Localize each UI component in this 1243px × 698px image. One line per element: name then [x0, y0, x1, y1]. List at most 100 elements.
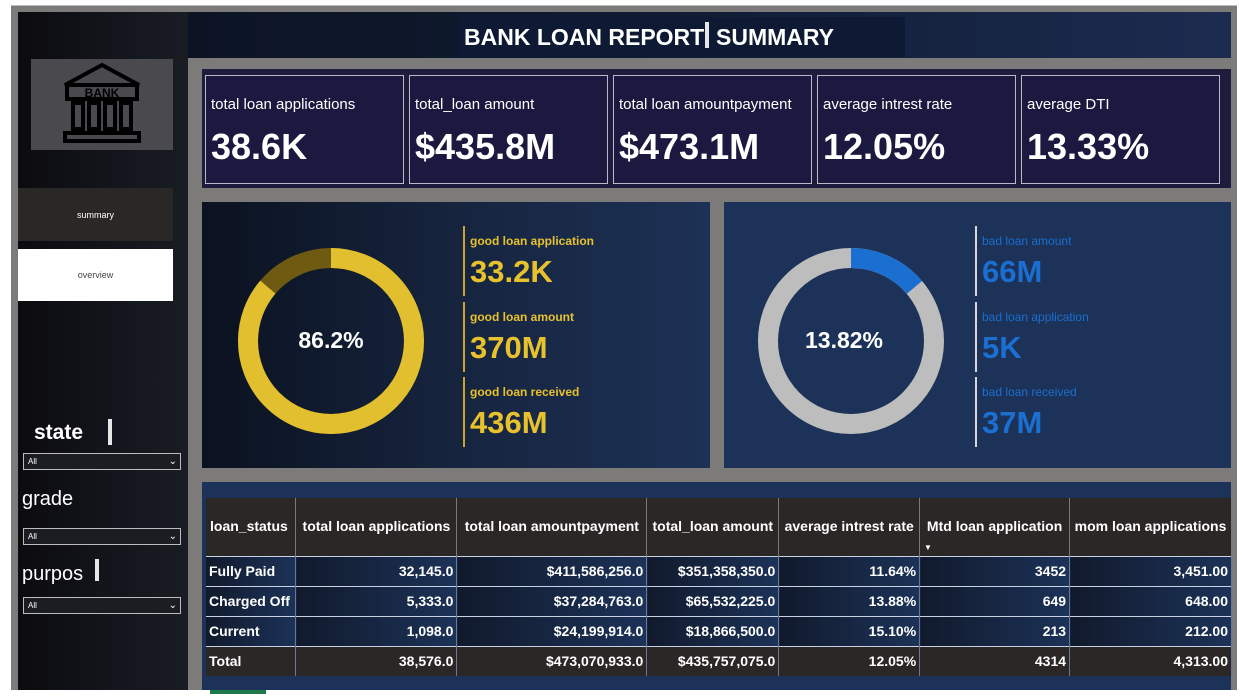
table-cell: $435,757,075.0 [646, 645, 780, 676]
grade-dropdown[interactable]: All ⌄ [23, 528, 181, 545]
table-cell: 13.88% [778, 585, 921, 616]
bad-loan-donut-arc[interactable] [758, 248, 944, 434]
state-label-divider [108, 419, 112, 445]
state-dropdown[interactable]: All ⌄ [23, 453, 181, 470]
metric-label: good loan received [470, 385, 580, 399]
table-cell: 15.10% [778, 615, 921, 646]
table-cell: $37,284,763.0 [456, 585, 648, 616]
metric-divider [975, 226, 977, 296]
page-tab-indicator[interactable] [210, 690, 266, 694]
table-cell: $24,199,914.0 [456, 615, 648, 646]
table-cell: 212.00 [1069, 615, 1232, 646]
table-cell: Fully Paid [206, 555, 297, 586]
purpos-dropdown[interactable]: All ⌄ [23, 597, 181, 614]
kpi-label: total loan amountpayment [619, 96, 792, 113]
metric-value: 370M [470, 330, 548, 365]
table-cell: 5,333.0 [295, 585, 458, 616]
column-header-total-loan-applications[interactable]: total loan applications [295, 498, 458, 556]
metric-value: 37M [982, 405, 1043, 440]
metric-divider [463, 226, 465, 296]
page-subtitle: SUMMARY [716, 24, 834, 50]
grade-slicer-label: grade [22, 488, 74, 510]
table-cell: $65,532,225.0 [646, 585, 780, 616]
purpos-slicer-label: purpos [22, 563, 84, 585]
kpi-card-total-amount-payment[interactable]: total loan amountpayment $473.1M [613, 75, 812, 184]
page-title: BANK LOAN REPORT [464, 24, 705, 50]
nav-overview-button[interactable]: overview [18, 249, 173, 301]
table-cell: 4,313.00 [1069, 645, 1232, 676]
metric-divider [975, 302, 977, 372]
table-cell: 32,145.0 [295, 555, 458, 586]
column-header-total-loan-amount[interactable]: total_loan amount [646, 498, 780, 556]
table-total-row: Total 38,576.0 $473,070,933.0 $435,757,0… [206, 645, 1232, 676]
bank-logo-text: BANK [85, 86, 120, 100]
metric-label: bad loan application [982, 310, 1089, 324]
bank-logo: BANK [31, 59, 173, 150]
metric-label: bad loan received [982, 385, 1077, 399]
table-header-row: loan_status total loan applications tota… [206, 498, 1232, 556]
purpos-dropdown-value: All [28, 601, 37, 610]
state-dropdown-value: All [28, 457, 37, 466]
metric-value: 66M [982, 254, 1043, 289]
metric-divider [975, 377, 977, 447]
metric-divider [463, 302, 465, 372]
column-header-mom-loan-applications[interactable]: mom loan applications [1069, 498, 1232, 556]
column-header-average-interest-rate[interactable]: average intrest rate [778, 498, 921, 556]
bank-icon: BANK [63, 62, 141, 143]
table-row[interactable]: Charged Off 5,333.0 $37,284,763.0 $65,53… [206, 585, 1232, 616]
table-cell: $351,358,350.0 [646, 555, 780, 586]
kpi-label: total_loan amount [415, 96, 535, 113]
kpi-label: average intrest rate [823, 96, 953, 113]
table-cell: $473,070,933.0 [456, 645, 648, 676]
table-cell: 649 [919, 585, 1071, 616]
column-header-mtd-loan-application[interactable]: Mtd loan application [919, 498, 1071, 556]
table-cell: Charged Off [206, 585, 297, 616]
kpi-card-total-applications[interactable]: total loan applications 38.6K [205, 75, 404, 184]
good-loan-donut-chart[interactable] [236, 246, 426, 436]
good-loan-panel [202, 202, 710, 468]
kpi-card-average-dti[interactable]: average DTI 13.33% [1021, 75, 1220, 184]
table-cell: 4314 [919, 645, 1071, 676]
metric-value: 436M [470, 405, 548, 440]
table-cell: 12.05% [778, 645, 921, 676]
column-header-total-loan-amountpayment[interactable]: total loan amountpayment [456, 498, 648, 556]
table-cell: 11.64% [778, 555, 921, 586]
table-cell: 1,098.0 [295, 615, 458, 646]
kpi-value: 38.6K [211, 126, 308, 167]
window-bottom-strip [0, 690, 1243, 698]
table-cell: $411,586,256.0 [456, 555, 648, 586]
table-cell: 3,451.00 [1069, 555, 1232, 586]
sort-descending-icon[interactable]: ▼ [924, 543, 932, 552]
metric-divider [463, 377, 465, 447]
table-row[interactable]: Current 1,098.0 $24,199,914.0 $18,866,50… [206, 615, 1232, 646]
kpi-card-average-interest-rate[interactable]: average intrest rate 12.05% [817, 75, 1016, 184]
bad-loan-donut-chart[interactable] [756, 246, 946, 436]
table-cell: 213 [919, 615, 1071, 646]
window-top-strip [0, 0, 1243, 6]
kpi-value: 12.05% [823, 126, 946, 167]
state-slicer-label: state [34, 421, 84, 444]
column-header-loan-status[interactable]: loan_status [206, 498, 297, 556]
title-box [460, 17, 905, 57]
metric-label: good loan application [470, 234, 594, 248]
table-cell: $18,866,500.0 [646, 615, 780, 646]
kpi-label: total loan applications [211, 96, 356, 113]
nav-summary-button[interactable]: summary [18, 188, 173, 241]
table-cell: 38,576.0 [295, 645, 458, 676]
good-loan-percent: 86.2% [298, 327, 364, 353]
chevron-down-icon: ⌄ [168, 600, 177, 611]
table-row[interactable]: Fully Paid 32,145.0 $411,586,256.0 $351,… [206, 555, 1232, 586]
metric-label: good loan amount [470, 310, 574, 324]
kpi-label: average DTI [1027, 96, 1110, 113]
loan-status-table: loan_status total loan applications tota… [206, 498, 1232, 676]
table-cell: 3452 [919, 555, 1071, 586]
metric-value: 33.2K [470, 254, 553, 289]
table-cell: Current [206, 615, 297, 646]
table-cell: 648.00 [1069, 585, 1232, 616]
kpi-value: 13.33% [1027, 126, 1150, 167]
kpi-value: $435.8M [415, 126, 556, 167]
window-left-strip [0, 0, 11, 698]
good-loan-donut-arc[interactable] [238, 248, 424, 434]
title-divider [705, 22, 709, 48]
kpi-card-total-loan-amount[interactable]: total_loan amount $435.8M [409, 75, 608, 184]
